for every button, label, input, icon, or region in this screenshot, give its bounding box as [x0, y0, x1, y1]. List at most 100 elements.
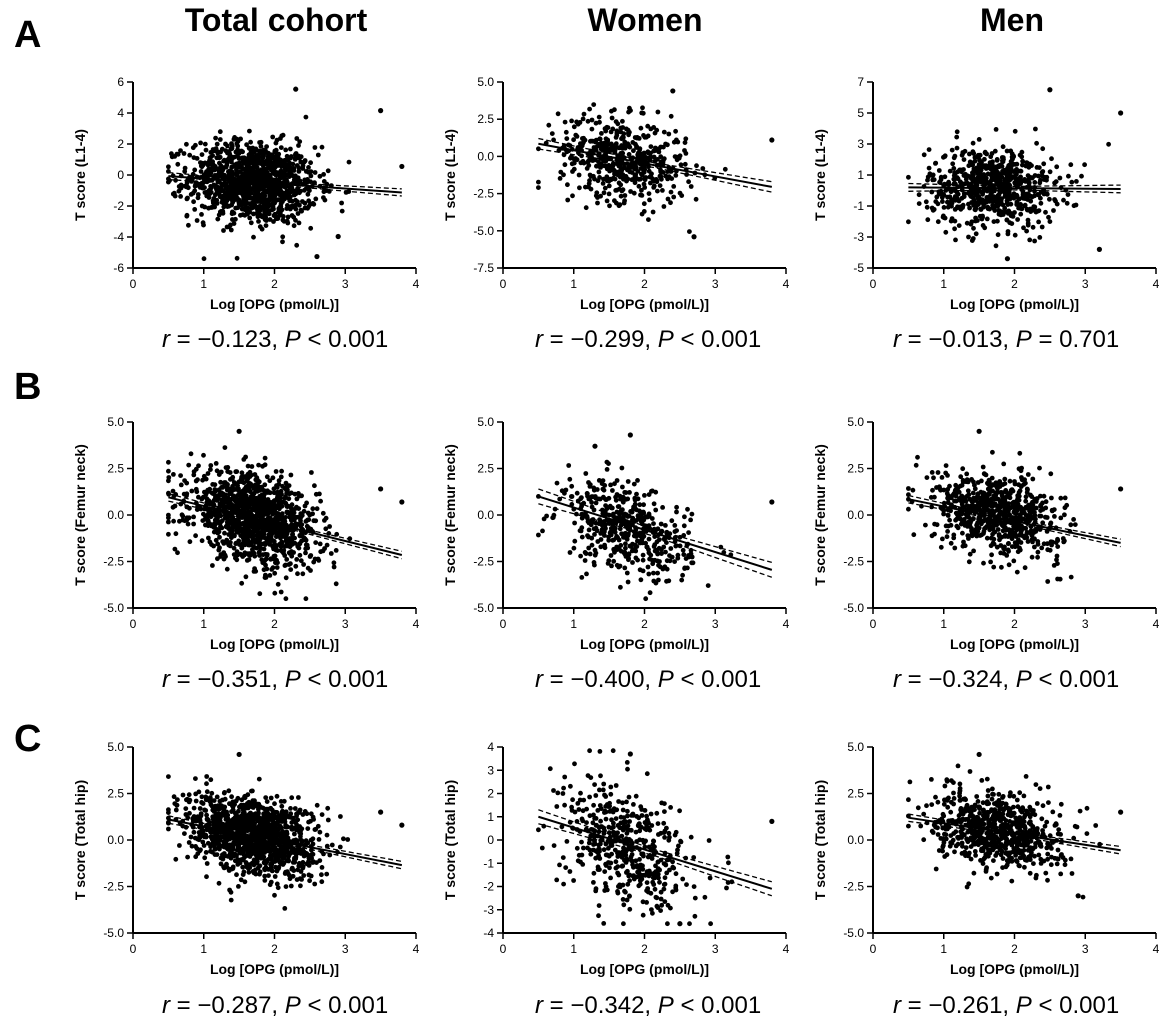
data-point	[288, 561, 293, 567]
data-point	[201, 452, 206, 458]
data-point	[984, 535, 990, 541]
y-axis-label: T score (Femur neck)	[442, 444, 458, 586]
data-point	[1011, 169, 1016, 174]
data-point	[966, 234, 971, 240]
y-tick-label: -2.5	[843, 555, 864, 569]
data-point	[1013, 541, 1019, 547]
data-point	[590, 158, 596, 163]
data-point	[589, 117, 595, 123]
data-point	[634, 145, 639, 150]
data-point	[233, 216, 238, 222]
r-value: = −0.013,	[901, 326, 1016, 353]
data-point	[650, 561, 656, 567]
data-point	[224, 487, 230, 493]
data-point	[613, 141, 619, 147]
data-point	[930, 207, 936, 213]
data-point	[1002, 179, 1007, 184]
x-axis-label: Log [OPG (pmol/L)]	[950, 296, 1079, 312]
data-point	[571, 137, 576, 143]
data-point	[1012, 479, 1017, 484]
data-point	[244, 157, 249, 162]
data-point	[960, 478, 966, 483]
data-point	[1033, 529, 1039, 534]
data-point	[925, 174, 931, 180]
data-point	[306, 198, 312, 204]
p-value: = 0.701	[1031, 326, 1120, 353]
data-point	[622, 565, 628, 571]
data-point	[615, 504, 621, 509]
data-point	[1072, 522, 1078, 527]
data-point	[1033, 505, 1039, 511]
data-point	[592, 532, 597, 537]
data-point	[1038, 493, 1043, 499]
data-point	[191, 199, 196, 205]
data-point	[308, 225, 314, 231]
data-point	[235, 161, 241, 166]
data-point	[594, 144, 600, 149]
data-point	[694, 163, 699, 169]
data-point	[277, 542, 283, 548]
data-point	[249, 165, 254, 171]
data-point	[215, 541, 221, 547]
data-point	[287, 198, 293, 204]
data-point	[1045, 541, 1050, 547]
data-point	[642, 493, 647, 498]
data-point	[324, 542, 330, 548]
data-point	[335, 233, 341, 240]
data-point	[185, 185, 191, 191]
data-point	[1012, 162, 1018, 167]
data-point	[622, 145, 628, 151]
data-point	[557, 496, 563, 502]
data-point	[1025, 472, 1031, 477]
data-point	[972, 486, 978, 492]
data-point	[656, 149, 662, 155]
data-point	[1008, 488, 1014, 493]
data-point	[261, 147, 266, 153]
data-point	[1023, 494, 1029, 500]
data-point	[1008, 201, 1014, 207]
scatter-points	[166, 428, 405, 602]
data-point	[198, 140, 203, 146]
data-point	[981, 560, 986, 566]
data-point	[655, 551, 660, 557]
data-point	[219, 146, 225, 152]
data-point	[1007, 495, 1013, 501]
data-point	[973, 231, 979, 237]
x-tick-label: 1	[940, 277, 947, 291]
data-point	[291, 214, 297, 220]
data-point	[291, 166, 297, 171]
data-point	[675, 139, 681, 145]
data-point	[287, 168, 293, 173]
data-point	[284, 530, 290, 535]
data-point	[682, 148, 687, 153]
data-point	[601, 487, 607, 493]
data-point	[971, 172, 976, 178]
y-tick-label: 5.0	[847, 415, 864, 429]
data-point	[622, 193, 628, 198]
data-point	[1022, 177, 1027, 182]
data-point	[281, 195, 287, 201]
data-point	[996, 532, 1002, 537]
data-point	[326, 531, 332, 536]
data-point	[203, 147, 209, 153]
data-point	[625, 496, 631, 502]
data-point	[245, 463, 251, 469]
data-point	[980, 493, 986, 499]
data-point	[315, 152, 321, 158]
data-point	[252, 528, 258, 534]
confidence-band-upper	[168, 492, 402, 552]
data-point	[612, 526, 618, 531]
data-point	[971, 516, 976, 522]
data-point	[218, 525, 224, 530]
data-point	[967, 151, 972, 157]
data-point	[245, 475, 251, 481]
data-point	[215, 515, 220, 521]
data-point	[653, 507, 659, 513]
data-point	[261, 495, 267, 501]
data-point	[1006, 527, 1012, 533]
data-point	[277, 173, 283, 179]
data-point	[682, 161, 688, 167]
scatter-points	[536, 432, 775, 602]
data-point	[1001, 498, 1006, 504]
data-point	[668, 546, 674, 551]
